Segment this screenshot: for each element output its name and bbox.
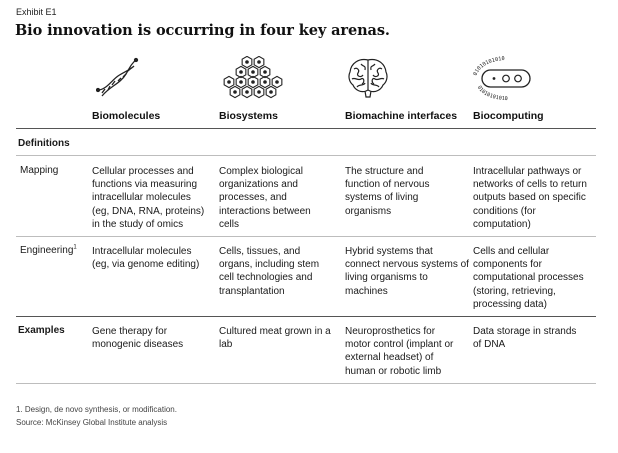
cell-mapping-biomachine-interfaces: The structure and function of nervous sy… [345, 166, 430, 217]
brain-icon [345, 54, 391, 98]
cell-mapping-biosystems: Complex biological organizations and pro… [219, 166, 311, 230]
cell-engineering-biosystems: Cells, tissues, and organs, including st… [219, 246, 320, 297]
binary-digits-top: 01010101010 [473, 56, 505, 77]
divider [16, 383, 596, 384]
row-label-mapping: Mapping [20, 165, 59, 176]
cell-examples-biosystems: Cultured meat grown in a lab [219, 326, 331, 351]
column-header-biomachine-interfaces: Biomachine interfaces [345, 110, 458, 122]
cell-examples-biomolecules: Gene therapy for monogenic diseases [92, 326, 184, 351]
footnote-marker: 1 [73, 244, 77, 251]
divider [16, 128, 596, 129]
column-header-biosystems: Biosystems [219, 110, 278, 122]
row-label-engineering-text: Engineering [20, 245, 74, 256]
exhibit-title: Bio innovation is occurring in four key … [15, 22, 390, 39]
hexagon-cells-icon [221, 56, 285, 100]
column-header-biomolecules: Biomolecules [92, 110, 161, 122]
svg-text:01010101010: 01010101010 [473, 56, 505, 77]
cell-examples-biocomputing: Data storage in strands of DNA [473, 326, 577, 351]
cell-engineering-biomolecules: Intracellular molecules (eg, via genome … [92, 246, 200, 271]
row-label-examples: Examples [18, 325, 65, 336]
cell-mapping-biomolecules: Cellular processes and functions via mea… [92, 166, 205, 230]
cell-engineering-biomachine-interfaces: Hybrid systems that connect nervous syst… [345, 246, 469, 297]
column-header-biocomputing: Biocomputing [473, 110, 544, 122]
dna-helix-icon [96, 56, 140, 100]
cell-examples-biomachine-interfaces: Neuroprosthetics for motor control (impl… [345, 326, 454, 377]
footnote-1: 1. Design, de novo synthesis, or modific… [16, 405, 177, 414]
exhibit-label: Exhibit E1 [16, 7, 57, 17]
divider [16, 316, 596, 317]
source-note: Source: McKinsey Global Institute analys… [16, 418, 168, 427]
binary-capsule-icon: 01010101010 01010101010 [470, 55, 542, 101]
row-label-engineering: Engineering1 [20, 245, 77, 256]
cell-engineering-biocomputing: Cells and cellular components for comput… [473, 246, 584, 310]
divider [16, 236, 596, 237]
cell-mapping-biocomputing: Intracellular pathways or networks of ce… [473, 166, 587, 230]
divider [16, 155, 596, 156]
definitions-label: Definitions [18, 138, 70, 149]
